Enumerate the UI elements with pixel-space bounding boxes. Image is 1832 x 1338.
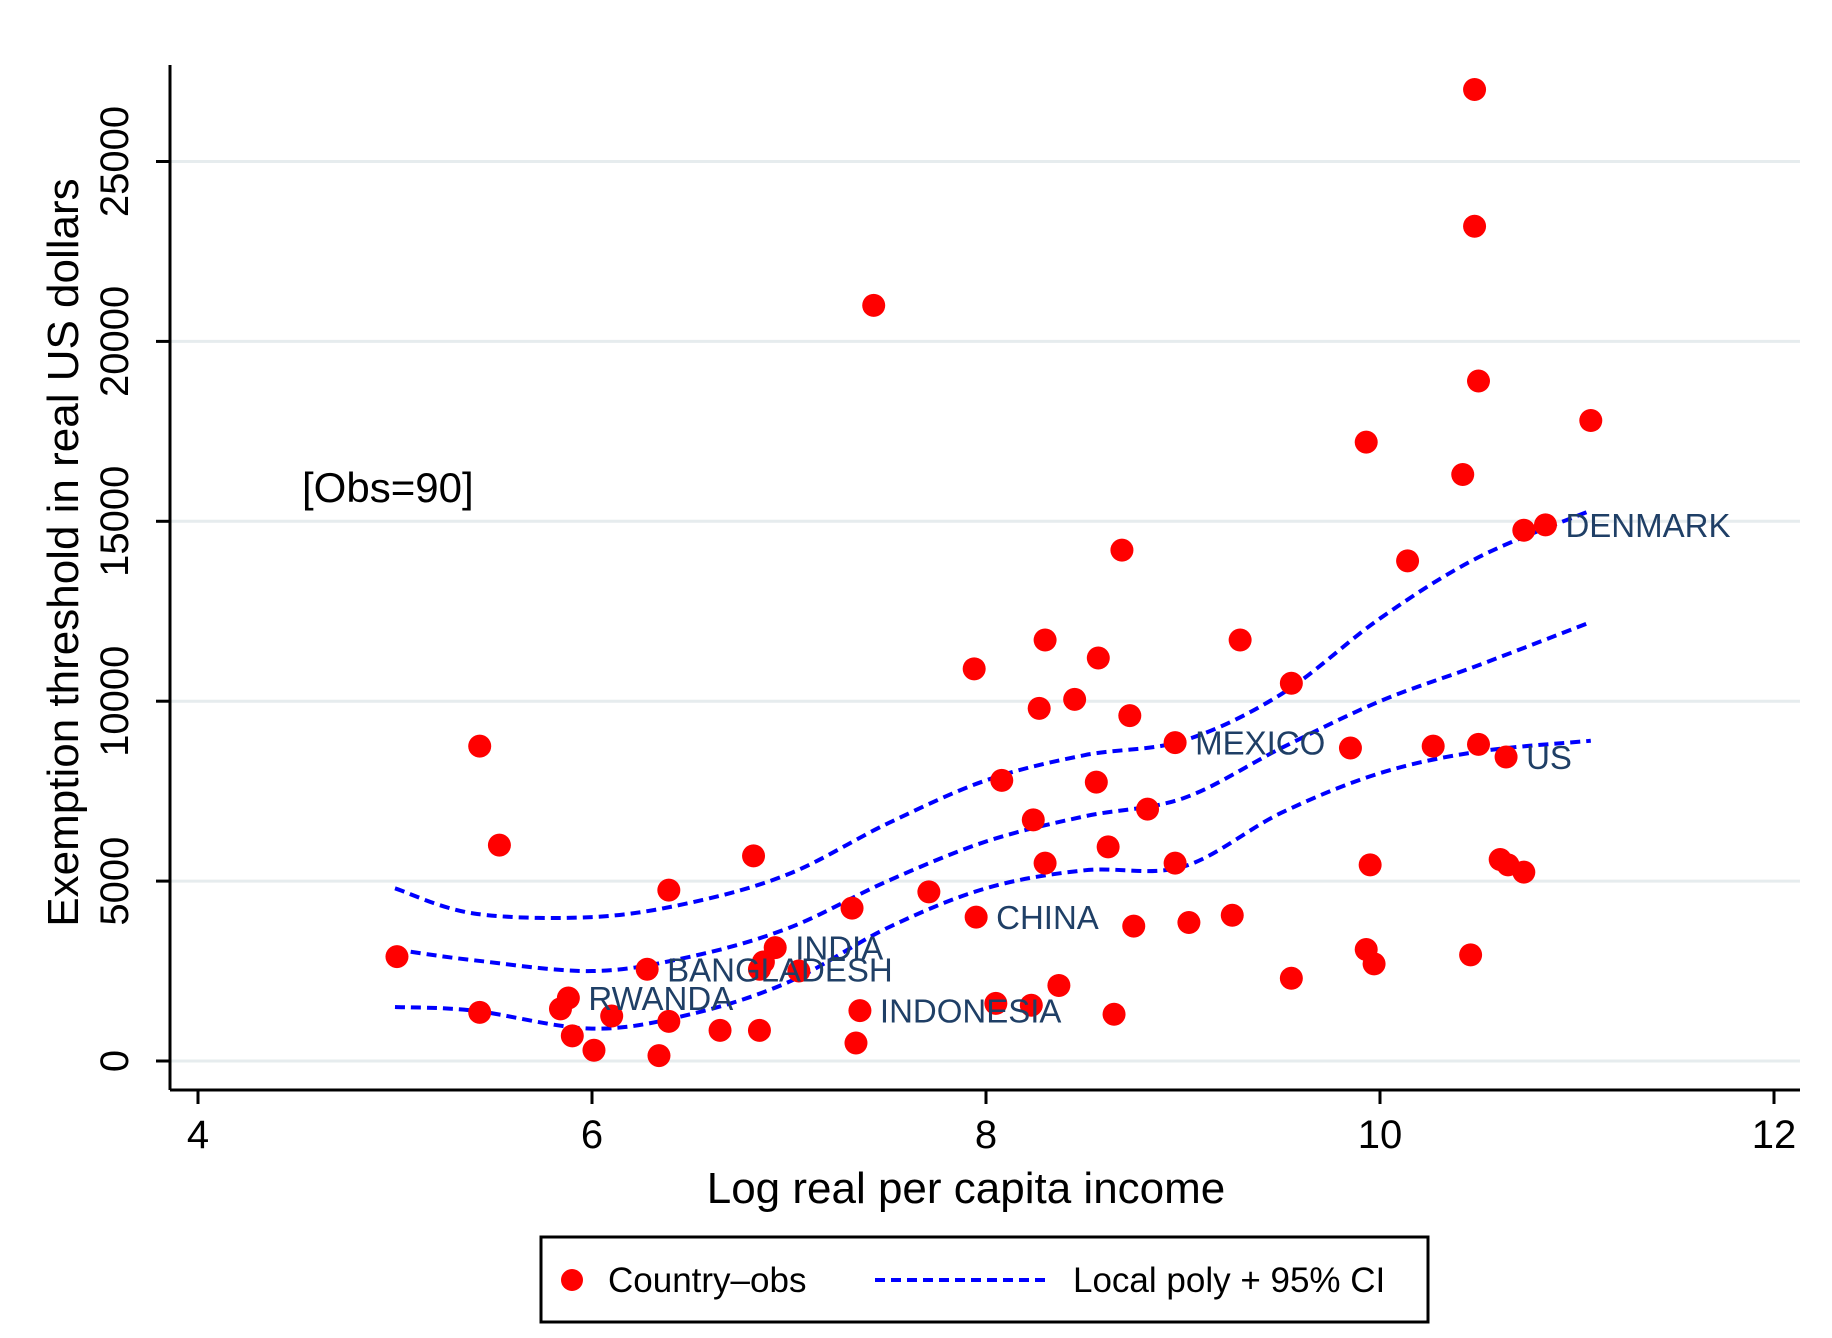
x-axis-title: Log real per capita income xyxy=(707,1164,1226,1213)
x-tick-label: 8 xyxy=(975,1113,997,1157)
legend-label-country-obs: Country–obs xyxy=(608,1261,806,1300)
data-point xyxy=(657,1009,681,1033)
data-point xyxy=(1494,745,1518,769)
data-point xyxy=(1279,671,1303,695)
point-label: CHINA xyxy=(996,899,1099,936)
data-point xyxy=(1358,853,1382,877)
data-point xyxy=(556,986,580,1010)
data-point xyxy=(647,1044,671,1068)
point-label: US xyxy=(1526,739,1572,776)
data-point xyxy=(1122,914,1146,938)
data-point xyxy=(1021,808,1045,832)
x-tick-label: 10 xyxy=(1358,1113,1403,1157)
data-point xyxy=(1163,851,1187,875)
legend-marker-country-obs xyxy=(561,1269,583,1291)
y-tick-label: 5000 xyxy=(93,837,137,926)
y-tick-label: 20000 xyxy=(93,286,137,397)
data-point xyxy=(1063,687,1087,711)
data-point xyxy=(1467,369,1490,393)
point-labels: DENMARK MEXICO US CHINA INDIABANGLADESHRWAND… xyxy=(588,507,1730,1030)
data-point xyxy=(1512,860,1536,884)
data-point xyxy=(1354,430,1378,454)
data-point xyxy=(1084,770,1108,794)
data-point xyxy=(1027,696,1051,720)
point-label: INDIA xyxy=(795,930,883,967)
data-point xyxy=(1463,214,1487,238)
data-point xyxy=(1220,903,1244,927)
data-point xyxy=(385,945,409,969)
y-tick-label: 15000 xyxy=(93,466,137,577)
data-point xyxy=(862,293,886,317)
data-point xyxy=(635,957,659,981)
point-label: BANGLADESH xyxy=(667,951,893,988)
data-point xyxy=(1033,628,1057,652)
data-point xyxy=(1451,463,1475,487)
y-tick-label: 0 xyxy=(93,1050,137,1072)
legend-label-local-poly: Local poly + 95% CI xyxy=(1073,1261,1385,1300)
data-point xyxy=(962,657,986,681)
data-point xyxy=(1512,518,1536,542)
data-point xyxy=(848,999,872,1023)
data-point xyxy=(1118,704,1142,728)
data-point xyxy=(787,959,811,983)
data-point xyxy=(964,905,988,929)
legend: Country–obs Local poly + 95% CI xyxy=(539,1235,1430,1324)
data-point xyxy=(763,936,787,960)
data-points xyxy=(385,78,1603,1068)
data-point xyxy=(1459,943,1483,967)
data-point xyxy=(742,844,766,868)
data-point xyxy=(1467,732,1490,756)
local-poly-lines xyxy=(394,508,1592,1031)
data-point xyxy=(468,1000,492,1024)
data-point xyxy=(984,991,1008,1015)
x-tick-label: 6 xyxy=(581,1113,603,1157)
y-tick-label: 25000 xyxy=(93,106,137,217)
data-point xyxy=(747,1018,771,1042)
data-point xyxy=(1019,993,1043,1017)
data-point xyxy=(1533,513,1557,537)
data-point xyxy=(917,880,941,904)
data-point xyxy=(1033,851,1057,875)
data-point xyxy=(1279,966,1303,990)
data-point xyxy=(840,896,864,920)
data-point xyxy=(1102,1002,1126,1026)
data-point xyxy=(1110,538,1134,562)
data-point xyxy=(468,734,492,758)
data-point xyxy=(1579,409,1603,433)
point-label: INDONESIA xyxy=(880,993,1062,1030)
data-point xyxy=(560,1024,584,1048)
y-axis-title: Exemption threshold in real US dollars xyxy=(39,178,88,926)
data-point xyxy=(1136,797,1160,821)
data-point xyxy=(1463,78,1487,102)
point-label: MEXICO xyxy=(1195,725,1325,762)
poly-line xyxy=(394,620,1592,974)
data-point xyxy=(990,768,1014,792)
axes: 4 6 8 10 12 0 5000 10000 15000 20000 25000 xyxy=(93,65,1800,1157)
x-tick-label: 4 xyxy=(187,1113,209,1157)
x-tick-label: 12 xyxy=(1752,1113,1797,1157)
point-label: DENMARK xyxy=(1565,507,1730,544)
data-point xyxy=(1096,835,1120,859)
obs-annotation: [Obs=90] xyxy=(302,464,474,511)
data-point xyxy=(1362,952,1386,976)
data-point xyxy=(844,1031,868,1055)
data-point xyxy=(1421,734,1445,758)
data-point xyxy=(1396,549,1420,573)
data-point xyxy=(1086,646,1110,670)
data-point xyxy=(1047,973,1071,997)
point-label: RWANDA xyxy=(588,980,733,1017)
data-point xyxy=(487,833,511,857)
data-point xyxy=(1177,910,1201,934)
data-point xyxy=(582,1038,606,1062)
data-point xyxy=(600,1004,624,1028)
data-point xyxy=(1338,736,1362,760)
data-point xyxy=(1163,731,1187,755)
data-point xyxy=(708,1018,732,1042)
data-point xyxy=(1228,628,1252,652)
y-tick-label: 10000 xyxy=(93,646,137,757)
data-point xyxy=(657,878,681,902)
legend-box xyxy=(539,1235,1430,1324)
gridlines xyxy=(170,160,1800,1063)
